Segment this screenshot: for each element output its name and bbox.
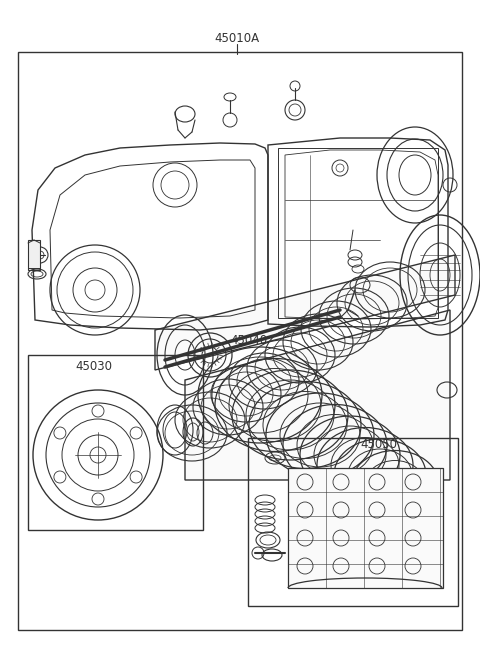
Text: 45030: 45030: [75, 361, 112, 373]
Bar: [278, 148, 438, 318]
Text: 45050: 45050: [360, 438, 397, 451]
Bar: [18, 52, 462, 630]
Polygon shape: [155, 255, 455, 370]
Bar: [288, 468, 443, 588]
Polygon shape: [185, 310, 450, 480]
Bar: [28, 355, 203, 530]
Text: 45040: 45040: [230, 333, 267, 346]
Bar: [28, 240, 40, 270]
Text: 45010A: 45010A: [215, 31, 260, 45]
Bar: [248, 438, 458, 606]
